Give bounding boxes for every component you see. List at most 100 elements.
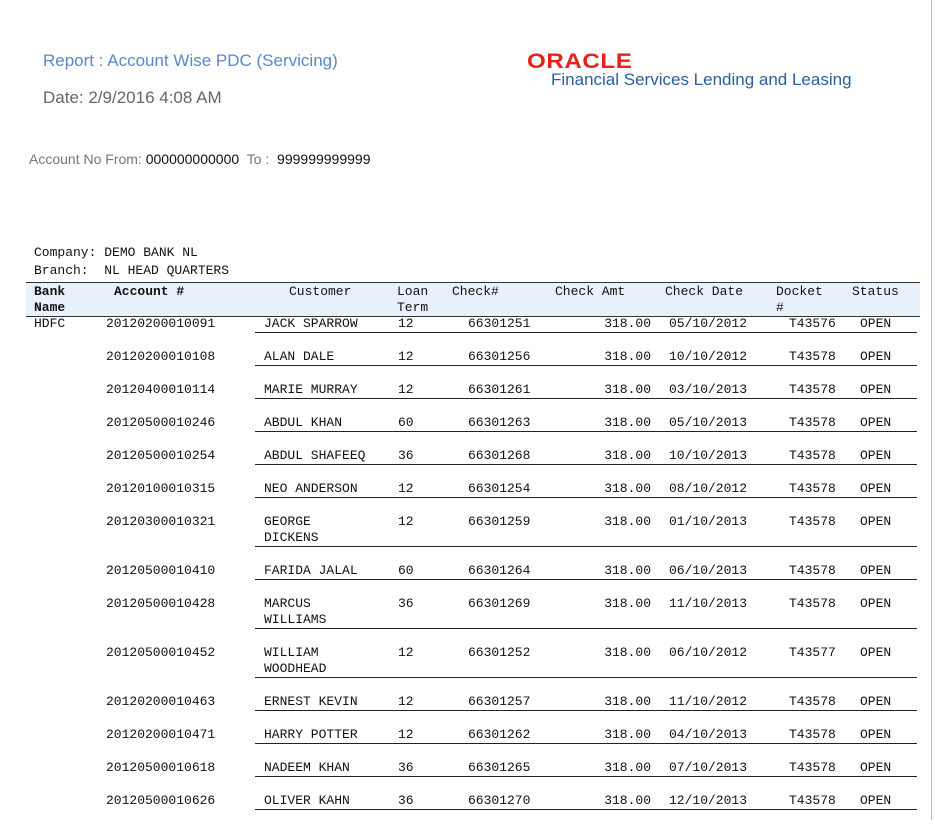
cell-docket: T43578 [789, 694, 836, 709]
cell-status: OPEN [860, 760, 892, 775]
cell-check-amt: 318.00 [604, 727, 651, 742]
col-customer: Customer [289, 284, 352, 299]
table-row: 20120500010626 OLIVER KAHN 36 66301270 3… [0, 793, 935, 810]
cell-check-no: 66301263 [468, 415, 531, 430]
cell-check-amt: 318.00 [604, 760, 651, 775]
table-body: HDFC 20120200010091 JACK SPARROW 12 6630… [0, 316, 935, 826]
table-row: 20120400010114 MARIE MURRAY 12 66301261 … [0, 382, 935, 399]
cell-status: OPEN [860, 448, 892, 463]
cell-check-amt: 318.00 [604, 563, 651, 578]
row-detail: NADEEM KHAN 36 66301265 318.00 07/10/201… [255, 760, 917, 777]
cell-customer: WILLIAM WOODHEAD [264, 645, 327, 676]
cell-account: 20120300010321 [106, 514, 216, 529]
cell-docket: T43578 [789, 727, 836, 742]
cell-account: 20120200010108 [106, 349, 216, 364]
table-header: Bank Name Account # Customer Loan Term C… [26, 282, 920, 317]
page-border [931, 0, 932, 820]
row-detail: JACK SPARROW 12 66301251 318.00 05/10/20… [255, 316, 917, 333]
row-detail: WILLIAM WOODHEAD 12 66301252 318.00 06/1… [255, 645, 917, 678]
cell-status: OPEN [860, 563, 892, 578]
col-account: Account # [114, 284, 185, 299]
to-label: To : [246, 151, 270, 167]
cell-docket: T43578 [789, 596, 836, 611]
cell-check-date: 05/10/2012 [669, 316, 748, 331]
cell-loan-term: 36 [398, 793, 414, 808]
cell-check-amt: 318.00 [604, 481, 651, 496]
cell-customer: ABDUL KHAN [264, 415, 343, 430]
to-value: 999999999999 [277, 151, 371, 167]
cell-account: 20120500010410 [106, 563, 216, 578]
table-row: 20120200010471 HARRY POTTER 12 66301262 … [0, 727, 935, 744]
cell-account: 20120500010246 [106, 415, 216, 430]
cell-customer: GEORGE DICKENS [264, 514, 319, 545]
cell-status: OPEN [860, 349, 892, 364]
cell-status: OPEN [860, 596, 892, 611]
cell-loan-term: 12 [398, 481, 414, 496]
table-row: 20120100010315 NEO ANDERSON 12 66301254 … [0, 481, 935, 498]
cell-account: 20120500010428 [106, 596, 216, 611]
cell-docket: T43578 [789, 481, 836, 496]
cell-docket: T43578 [789, 760, 836, 775]
table-row: 20120500010452 WILLIAM WOODHEAD 12 66301… [0, 645, 935, 678]
cell-check-amt: 318.00 [604, 514, 651, 529]
row-detail: ERNEST KEVIN 12 66301257 318.00 11/10/20… [255, 694, 917, 711]
row-detail: MARCUS WILLIAMS 36 66301269 318.00 11/10… [255, 596, 917, 629]
cell-customer: HARRY POTTER [264, 727, 358, 742]
cell-account: 20120500010618 [106, 760, 216, 775]
cell-loan-term: 36 [398, 596, 414, 611]
cell-docket: T43576 [789, 316, 836, 331]
cell-check-no: 66301256 [468, 349, 531, 364]
cell-check-no: 66301269 [468, 596, 531, 611]
cell-loan-term: 12 [398, 645, 414, 660]
cell-status: OPEN [860, 645, 892, 660]
logo-brand: ORACLE [527, 50, 633, 73]
cell-check-amt: 318.00 [604, 694, 651, 709]
cell-status: OPEN [860, 694, 892, 709]
account-range-filter: Account No From: 000000000000 To : 99999… [29, 151, 370, 167]
col-docket: Docket # [776, 284, 823, 315]
cell-loan-term: 12 [398, 727, 414, 742]
row-detail: GEORGE DICKENS 12 66301259 318.00 01/10/… [255, 514, 917, 547]
logo-product: Financial Services Lending and Leasing [551, 70, 852, 89]
cell-loan-term: 36 [398, 760, 414, 775]
cell-account: 20120100010315 [106, 481, 216, 496]
cell-docket: T43578 [789, 349, 836, 364]
cell-check-no: 66301270 [468, 793, 531, 808]
col-loan-term: Loan Term [397, 284, 429, 315]
cell-account: 20120500010254 [106, 448, 216, 463]
cell-customer: ABDUL SHAFEEQ [264, 448, 366, 463]
col-check-date: Check Date [665, 284, 744, 299]
row-detail: MARIE MURRAY 12 66301261 318.00 03/10/20… [255, 382, 917, 399]
col-check-amt: Check Amt [555, 284, 626, 299]
cell-check-amt: 318.00 [604, 793, 651, 808]
cell-check-date: 11/10/2012 [669, 694, 748, 709]
cell-loan-term: 12 [398, 382, 414, 397]
cell-docket: T43578 [789, 415, 836, 430]
table-row: 20120500010618 NADEEM KHAN 36 66301265 3… [0, 760, 935, 777]
from-value: 000000000000 [145, 151, 240, 167]
branch-label: Branch: [34, 263, 89, 278]
branch-value: NL HEAD QUARTERS [104, 263, 230, 278]
cell-customer: MARCUS WILLIAMS [264, 596, 327, 627]
cell-loan-term: 36 [398, 448, 414, 463]
cell-check-date: 11/10/2013 [669, 596, 748, 611]
cell-status: OPEN [860, 481, 892, 496]
row-detail: HARRY POTTER 12 66301262 318.00 04/10/20… [255, 727, 917, 744]
cell-bank: HDFC [34, 316, 66, 331]
row-detail: ABDUL KHAN 60 66301263 318.00 05/10/2013… [255, 415, 917, 432]
table-row: 20120500010428 MARCUS WILLIAMS 36 663012… [0, 596, 935, 629]
cell-docket: T43577 [789, 645, 836, 660]
cell-check-amt: 318.00 [604, 382, 651, 397]
cell-account: 20120200010463 [106, 694, 216, 709]
report-date: Date: 2/9/2016 4:08 AM [43, 88, 222, 107]
cell-customer: NEO ANDERSON [264, 481, 358, 496]
cell-check-no: 66301251 [468, 316, 531, 331]
cell-check-no: 66301259 [468, 514, 531, 529]
row-detail: OLIVER KAHN 36 66301270 318.00 12/10/201… [255, 793, 917, 810]
cell-check-date: 12/10/2013 [669, 793, 748, 808]
cell-check-date: 05/10/2013 [669, 415, 748, 430]
cell-account: 20120500010626 [106, 793, 216, 808]
cell-check-no: 66301268 [468, 448, 531, 463]
table-row: 20120500010246 ABDUL KHAN 60 66301263 31… [0, 415, 935, 432]
row-detail: NEO ANDERSON 12 66301254 318.00 08/10/20… [255, 481, 917, 498]
